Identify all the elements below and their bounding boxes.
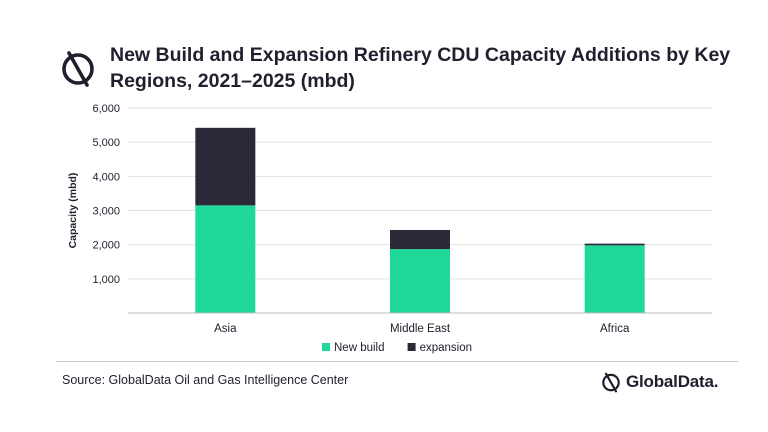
bar-new-build [195,205,256,313]
brand-logo: GlobalData. [600,370,718,394]
legend-swatch [322,343,330,351]
bar-expansion [390,229,450,250]
axes: 1,000 2,000 3,000 4,000 5,000 6,000 Capacity (… [67,103,712,335]
bar-expansion [195,127,256,206]
globaldata-brand-icon [602,372,620,393]
y-tick-label: 6,000 [92,103,120,115]
y-tick-label: 4,000 [92,171,120,183]
bar-expansion [584,243,645,246]
y-tick-label: 1,000 [92,274,120,286]
legend-label: expansion [420,342,472,354]
footer-divider [56,361,738,362]
globaldata-logo-icon [62,51,94,87]
y-tick-label: 5,000 [92,137,120,149]
chart-header: New Build and Expansion Refinery CDU Cap… [58,38,748,108]
x-tick-label: Middle East [390,323,451,335]
bars [195,127,645,313]
x-tick-label: Asia [214,323,237,335]
y-tick-label: 2,000 [92,240,120,252]
bar-new-build [584,245,645,313]
legend: New build expansion [322,342,472,354]
x-tick-label: Africa [600,323,630,335]
brand-name: GlobalData. [626,372,719,391]
y-tick-label: 3,000 [92,206,120,218]
legend-swatch [407,343,416,351]
chart-title: New Build and Expansion Refinery CDU Cap… [110,44,731,92]
bar-new-build [390,249,450,313]
y-axis-label: Capacity (mbd) [67,173,79,249]
source-text: Source: GlobalData Oil and Gas Intellige… [62,373,349,387]
legend-label: New build [334,342,385,354]
